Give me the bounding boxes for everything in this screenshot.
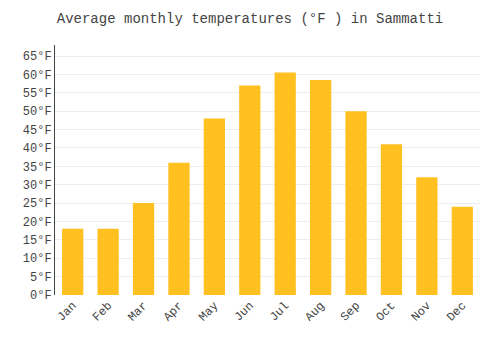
svg-text:Average monthly temperatures (: Average monthly temperatures (°F ) in Sa… bbox=[57, 11, 443, 27]
svg-text:May: May bbox=[196, 299, 221, 324]
svg-text:Nov: Nov bbox=[409, 299, 434, 324]
svg-text:Oct: Oct bbox=[373, 299, 398, 324]
svg-text:Feb: Feb bbox=[90, 299, 115, 324]
svg-text:30°F: 30°F bbox=[23, 179, 52, 193]
svg-text:65°F: 65°F bbox=[23, 50, 52, 64]
svg-text:15°F: 15°F bbox=[23, 234, 52, 248]
svg-text:Apr: Apr bbox=[161, 299, 186, 324]
svg-text:55°F: 55°F bbox=[23, 87, 52, 101]
svg-text:5°F: 5°F bbox=[30, 271, 52, 285]
svg-text:Dec: Dec bbox=[444, 299, 469, 324]
svg-text:Sep: Sep bbox=[338, 299, 363, 324]
svg-text:45°F: 45°F bbox=[23, 124, 52, 138]
svg-text:25°F: 25°F bbox=[23, 197, 52, 211]
svg-text:Aug: Aug bbox=[303, 299, 328, 324]
svg-text:50°F: 50°F bbox=[23, 105, 52, 119]
svg-text:20°F: 20°F bbox=[23, 216, 52, 230]
svg-text:0°F: 0°F bbox=[30, 289, 52, 303]
svg-text:60°F: 60°F bbox=[23, 69, 52, 83]
svg-text:Jun: Jun bbox=[232, 299, 257, 324]
svg-text:Jan: Jan bbox=[55, 299, 80, 324]
svg-text:Mar: Mar bbox=[125, 299, 150, 324]
svg-text:10°F: 10°F bbox=[23, 252, 52, 266]
svg-text:Jul: Jul bbox=[267, 299, 292, 324]
svg-text:35°F: 35°F bbox=[23, 161, 52, 175]
svg-text:40°F: 40°F bbox=[23, 142, 52, 156]
